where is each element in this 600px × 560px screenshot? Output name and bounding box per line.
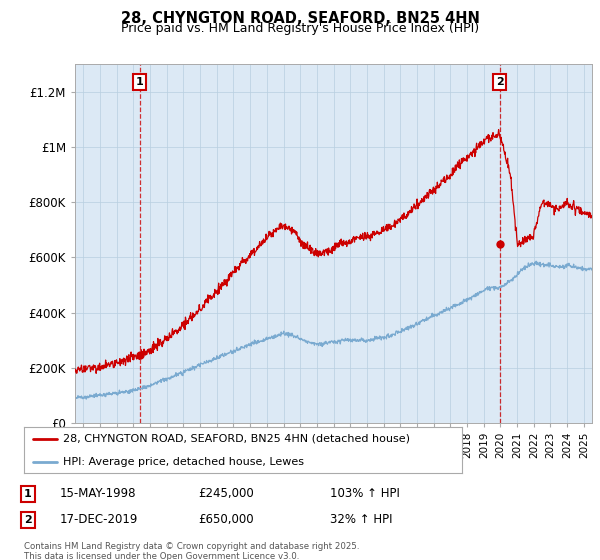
Text: HPI: Average price, detached house, Lewes: HPI: Average price, detached house, Lewe…	[64, 457, 304, 466]
Text: £650,000: £650,000	[198, 513, 254, 526]
Text: £245,000: £245,000	[198, 487, 254, 501]
Text: 2: 2	[24, 515, 32, 525]
Text: Price paid vs. HM Land Registry's House Price Index (HPI): Price paid vs. HM Land Registry's House …	[121, 22, 479, 35]
Text: 28, CHYNGTON ROAD, SEAFORD, BN25 4HN: 28, CHYNGTON ROAD, SEAFORD, BN25 4HN	[121, 11, 479, 26]
Text: 103% ↑ HPI: 103% ↑ HPI	[330, 487, 400, 501]
Text: 15-MAY-1998: 15-MAY-1998	[60, 487, 137, 501]
Text: 28, CHYNGTON ROAD, SEAFORD, BN25 4HN (detached house): 28, CHYNGTON ROAD, SEAFORD, BN25 4HN (de…	[64, 434, 410, 444]
Text: 32% ↑ HPI: 32% ↑ HPI	[330, 513, 392, 526]
Text: 1: 1	[136, 77, 143, 87]
Text: Contains HM Land Registry data © Crown copyright and database right 2025.
This d: Contains HM Land Registry data © Crown c…	[24, 542, 359, 560]
Text: 2: 2	[496, 77, 503, 87]
Text: 17-DEC-2019: 17-DEC-2019	[60, 513, 139, 526]
Text: 1: 1	[24, 489, 32, 499]
